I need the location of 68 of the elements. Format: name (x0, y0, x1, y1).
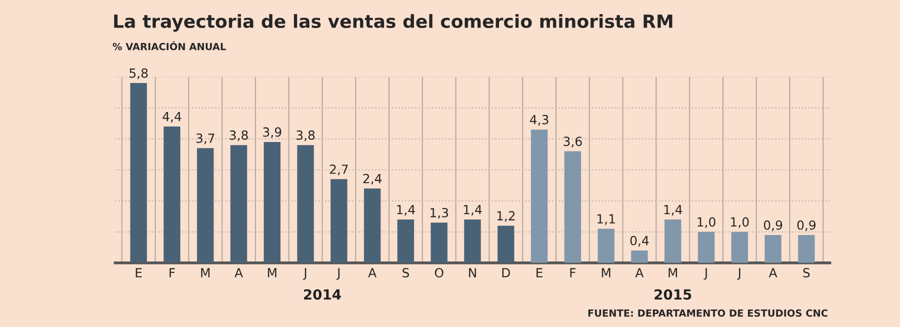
data-label: 4,4 (162, 112, 182, 123)
data-label: 3,8 (230, 130, 248, 142)
x-tick-label: A (635, 268, 644, 278)
source-note: FUENTE: DEPARTAMENTO DE ESTUDIOS CNC (588, 309, 828, 317)
x-tick-label: A (368, 268, 376, 278)
data-label: 2,4 (363, 174, 382, 185)
x-tick-label: J (704, 268, 707, 280)
data-label: 3,9 (263, 127, 282, 138)
x-tick-label: M (602, 268, 610, 278)
x-tick-label: M (268, 268, 276, 278)
data-label: 1,3 (430, 208, 448, 219)
data-label: 1,4 (397, 205, 415, 216)
bar (798, 235, 815, 263)
bar (631, 250, 648, 263)
x-tick-label: J (336, 268, 340, 280)
bar (598, 228, 614, 263)
data-label: 3,8 (296, 130, 315, 142)
x-tick-label: J (303, 268, 306, 280)
x-tick-label: N (469, 268, 476, 278)
x-tick-label: J (737, 268, 740, 280)
data-label: 1,1 (598, 214, 615, 225)
bar (464, 219, 481, 263)
bar (397, 219, 414, 263)
x-tick-label: D (502, 268, 510, 278)
chart-subtitle: % VARIACIÓN ANUAL (112, 41, 226, 50)
x-tick-label: A (234, 268, 243, 278)
bar (430, 222, 448, 263)
x-tick-label: S (402, 268, 409, 278)
x-tick-label: A (768, 268, 778, 278)
series-label: 2014 (304, 289, 341, 300)
bar (498, 226, 514, 263)
bar (197, 148, 214, 263)
x-tick-label: M (201, 268, 210, 278)
bar (664, 219, 682, 263)
bar (130, 83, 147, 263)
x-tick-label: F (570, 268, 576, 278)
bar (230, 145, 248, 263)
x-tick-label: F (170, 268, 175, 278)
data-label: 3,6 (564, 136, 582, 148)
data-label: 0,4 (630, 236, 649, 247)
x-tick-label: M (668, 268, 678, 278)
bar (731, 232, 748, 263)
data-label: 1,0 (731, 217, 749, 228)
data-label: 5,8 (130, 68, 148, 80)
x-tick-label: S (803, 268, 810, 278)
bar (564, 151, 582, 263)
x-tick-label: E (536, 268, 542, 278)
data-label: 1,4 (464, 205, 482, 216)
bar (530, 130, 548, 263)
bar (764, 235, 782, 263)
chart-title: La trayectoria de las ventas del comercio minorista RM (114, 14, 672, 32)
bar (330, 179, 348, 263)
bar (364, 188, 381, 263)
data-label: 1,2 (497, 211, 515, 222)
bar (164, 126, 180, 263)
data-label: 0,9 (764, 220, 782, 232)
x-tick-label: E (136, 268, 142, 278)
bar (297, 145, 314, 263)
data-label: 1,4 (664, 205, 682, 216)
bar (264, 142, 280, 263)
data-label: 1,0 (698, 217, 716, 228)
data-label: 0,9 (797, 220, 816, 232)
bar (698, 232, 715, 263)
data-label: 2,7 (330, 164, 348, 176)
x-tick-label: O (434, 268, 444, 278)
data-label: 3,7 (196, 134, 214, 144)
data-label: 4,3 (530, 114, 548, 126)
series-label: 2015 (654, 289, 692, 300)
